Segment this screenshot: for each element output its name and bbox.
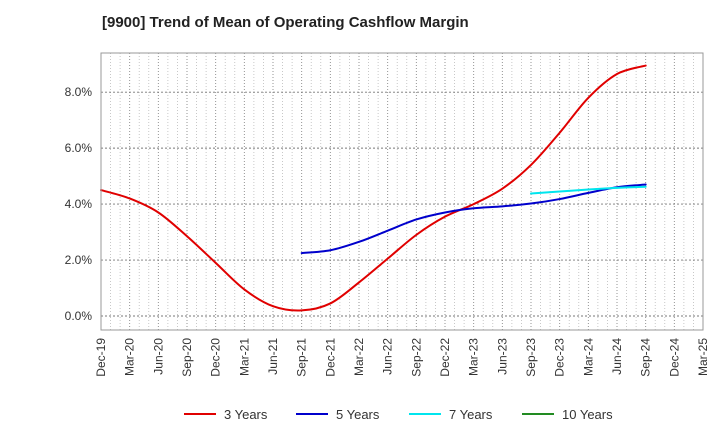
grid-layer [101,53,703,330]
y-tick-label: 8.0% [65,85,93,99]
x-tick-label: Mar-20 [123,338,137,376]
x-tick-label: Mar-21 [237,338,251,376]
x-tick-label: Mar-23 [467,338,481,376]
x-tick-label: Dec-22 [438,338,452,377]
x-tick-label: Jun-20 [151,338,165,375]
plot-border [100,52,704,331]
x-tick-label: Jun-24 [610,338,624,375]
x-tick-label: Mar-24 [581,338,595,376]
x-tick-label: Mar-25 [696,338,710,376]
x-tick-label: Sep-23 [524,338,538,377]
y-tick-label: 6.0% [65,141,93,155]
x-tick-label: Dec-19 [94,338,108,377]
series-line-2 [300,183,647,255]
x-tick-label: Jun-23 [495,338,509,375]
x-tick-label: Dec-21 [323,338,337,377]
series-line-1 [100,64,647,312]
legend-label-1: 3 Years [224,407,268,422]
x-tick-label: Sep-21 [295,338,309,377]
x-tick-label: Sep-24 [639,338,653,377]
axis-layer: 0.0% 2.0% 4.0% 6.0% 8.0% Dec-19 Mar-20 Jun-20 Se… [65,85,710,377]
x-tick-label: Sep-22 [409,338,423,377]
x-tick-label: Jun-21 [266,338,280,375]
legend-label-2: 5 Years [336,407,380,422]
series-line-3 [530,185,647,195]
x-tick-label: Sep-20 [180,338,194,377]
x-tick-label: Jun-22 [381,338,395,375]
x-tick-label: Dec-23 [553,338,567,377]
x-tick-label: Dec-24 [667,338,681,377]
chart-title: [9900] Trend of Mean of Operating Cashfl… [102,14,469,31]
y-tick-label: 0.0% [65,309,93,323]
series-layer [100,64,647,312]
legend-layer: 3 Years 5 Years 7 Years 10 Years [184,407,613,422]
legend-label-4: 10 Years [562,407,613,422]
y-tick-label: 4.0% [65,197,93,211]
legend-label-3: 7 Years [449,407,493,422]
y-tick-label: 2.0% [65,253,93,267]
x-tick-label: Mar-22 [352,338,366,376]
x-tick-label: Dec-20 [209,338,223,377]
